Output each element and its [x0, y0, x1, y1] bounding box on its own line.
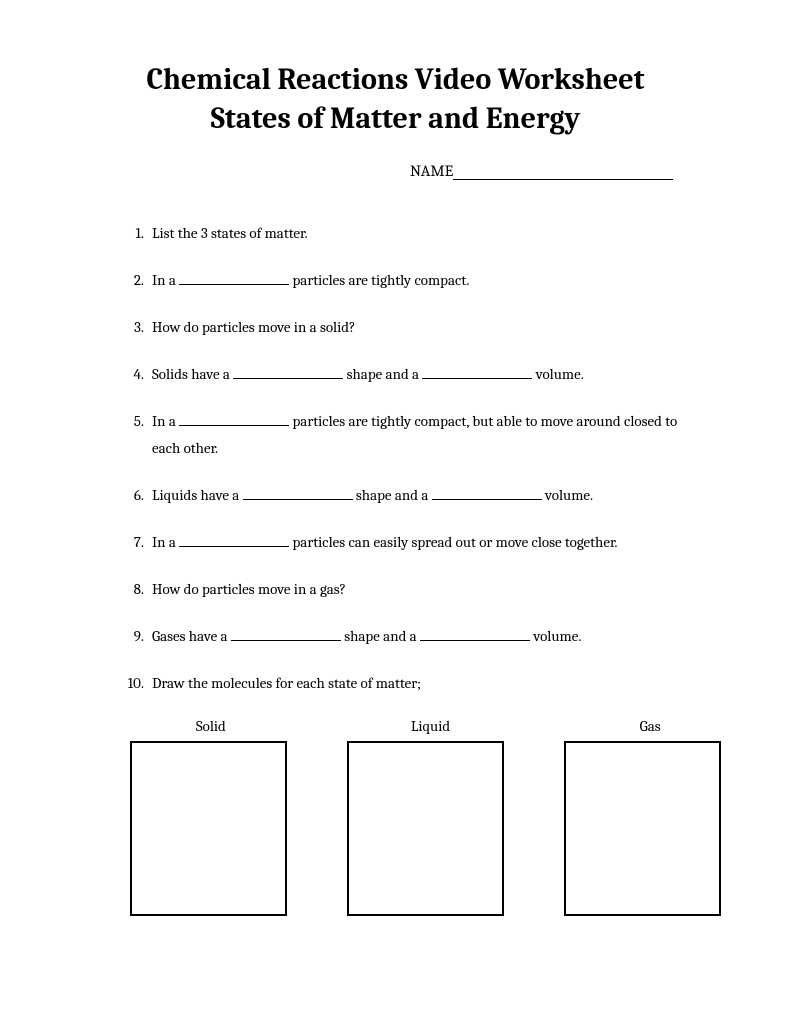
question-number: 5.	[120, 408, 144, 462]
text-pre: In a	[152, 412, 179, 430]
title-line-2: States of Matter and Energy	[70, 99, 721, 138]
question-text: In a particles are tightly compact, but …	[152, 408, 691, 462]
question-number: 3.	[120, 314, 144, 341]
text-post: volume.	[530, 627, 581, 645]
question-text: Solids have a shape and a volume.	[152, 361, 691, 388]
draw-box-gas[interactable]	[564, 741, 721, 916]
question-7: 7. In a particles can easily spread out …	[120, 529, 691, 556]
fill-blank[interactable]	[243, 487, 353, 501]
question-text: Gases have a shape and a volume.	[152, 623, 691, 650]
text-post: particles can easily spread out or move …	[289, 533, 617, 551]
name-blank-line[interactable]	[453, 179, 673, 180]
fill-blank[interactable]	[420, 628, 530, 642]
question-4: 4. Solids have a shape and a volume.	[120, 361, 691, 388]
question-6: 6. Liquids have a shape and a volume.	[120, 482, 691, 509]
question-number: 4.	[120, 361, 144, 388]
draw-box-solid[interactable]	[130, 741, 287, 916]
question-text: How do particles move in a solid?	[152, 314, 691, 341]
question-5: 5. In a particles are tightly compact, b…	[120, 408, 691, 462]
question-9: 9. Gases have a shape and a volume.	[120, 623, 691, 650]
question-2: 2. In a particles are tightly compact.	[120, 267, 691, 294]
question-number: 7.	[120, 529, 144, 556]
name-label: NAME	[410, 162, 453, 180]
text-pre: In a	[152, 533, 179, 551]
question-text: Liquids have a shape and a volume.	[152, 482, 691, 509]
question-number: 2.	[120, 267, 144, 294]
question-number: 9.	[120, 623, 144, 650]
question-number: 8.	[120, 576, 144, 603]
text-post: volume.	[532, 365, 583, 383]
fill-blank[interactable]	[432, 487, 542, 501]
box-label-liquid: Liquid	[360, 717, 502, 735]
question-text: In a particles can easily spread out or …	[152, 529, 691, 556]
fill-blank[interactable]	[179, 534, 289, 548]
text-pre: In a	[152, 271, 179, 289]
name-field-row: NAME	[410, 162, 721, 180]
questions-list: 1. List the 3 states of matter. 2. In a …	[120, 220, 691, 697]
fill-blank[interactable]	[179, 413, 289, 427]
worksheet-title: Chemical Reactions Video Worksheet State…	[70, 60, 721, 138]
box-label-gas: Gas	[579, 717, 721, 735]
box-label-solid: Solid	[140, 717, 282, 735]
box-labels-row: Solid Liquid Gas	[140, 717, 721, 735]
question-text: How do particles move in a gas?	[152, 576, 691, 603]
question-text: Draw the molecules for each state of mat…	[152, 670, 691, 697]
fill-blank[interactable]	[231, 628, 341, 642]
text-pre: Solids have a	[152, 365, 233, 383]
text-mid: shape and a	[353, 486, 432, 504]
question-text: List the 3 states of matter.	[152, 220, 691, 247]
question-number: 1.	[120, 220, 144, 247]
text-post: volume.	[542, 486, 593, 504]
draw-boxes-row	[130, 741, 721, 916]
text-pre: Liquids have a	[152, 486, 243, 504]
fill-blank[interactable]	[179, 272, 289, 286]
draw-box-liquid[interactable]	[347, 741, 504, 916]
fill-blank[interactable]	[422, 366, 532, 380]
text-mid: shape and a	[341, 627, 420, 645]
question-3: 3. How do particles move in a solid?	[120, 314, 691, 341]
question-1: 1. List the 3 states of matter.	[120, 220, 691, 247]
text-mid: shape and a	[343, 365, 422, 383]
question-text: In a particles are tightly compact.	[152, 267, 691, 294]
text-pre: Gases have a	[152, 627, 231, 645]
question-number: 6.	[120, 482, 144, 509]
text-post: particles are tightly compact.	[289, 271, 469, 289]
title-line-1: Chemical Reactions Video Worksheet	[70, 60, 721, 99]
question-10: 10. Draw the molecules for each state of…	[120, 670, 691, 697]
question-8: 8. How do particles move in a gas?	[120, 576, 691, 603]
fill-blank[interactable]	[233, 366, 343, 380]
question-number: 10.	[120, 670, 144, 697]
